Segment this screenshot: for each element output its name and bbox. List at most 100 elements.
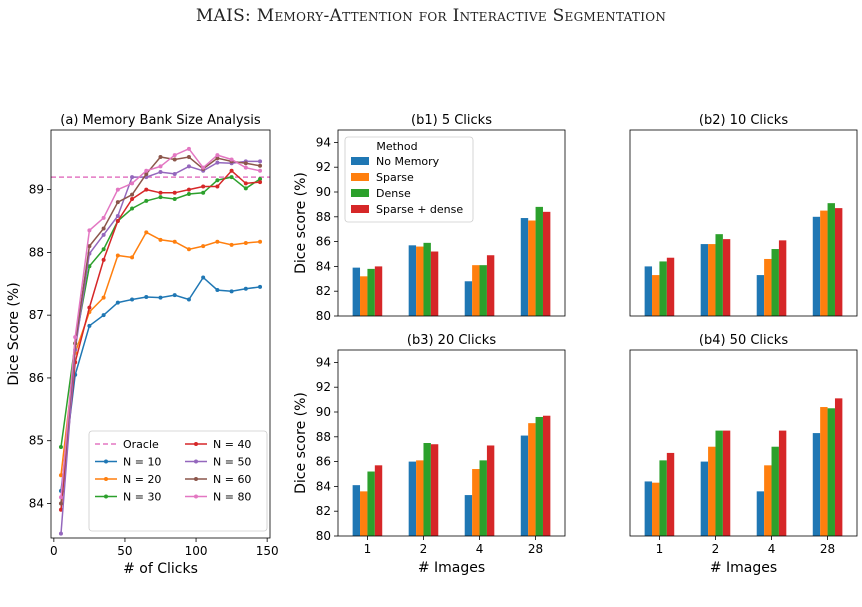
- bar: [827, 203, 835, 316]
- data-point: [229, 242, 234, 247]
- data-point: [87, 228, 92, 233]
- data-point: [215, 239, 220, 244]
- data-point: [101, 295, 106, 300]
- plot-frame: [629, 349, 858, 537]
- data-point: [130, 255, 135, 260]
- data-point: [172, 293, 177, 298]
- bar: [764, 465, 772, 536]
- bar: [479, 460, 487, 536]
- data-point: [101, 215, 106, 220]
- bar: [416, 460, 424, 536]
- data-point: [258, 176, 263, 181]
- bar: [715, 430, 723, 536]
- legend-title: Method: [376, 140, 417, 153]
- data-point: [258, 239, 263, 244]
- bar: [771, 249, 779, 316]
- y-tick-label: 87: [29, 308, 44, 322]
- data-point: [229, 168, 234, 173]
- legend-entry-label: Sparse + dense: [376, 203, 463, 216]
- bar: [360, 276, 368, 316]
- data-point: [172, 239, 177, 244]
- data-point: [215, 160, 220, 165]
- bar: [430, 251, 439, 316]
- legend-swatch-marker: [104, 494, 108, 499]
- x-tick-label: 100: [185, 544, 208, 558]
- data-point: [172, 157, 177, 162]
- legend-entry-label: N = 80: [213, 491, 251, 504]
- x-tick-label: 2: [420, 542, 428, 556]
- data-point: [243, 186, 248, 191]
- bar: [812, 433, 821, 536]
- y-tick-label: 82: [316, 284, 331, 298]
- data-point: [258, 159, 263, 164]
- data-point: [130, 197, 135, 202]
- bar: [820, 407, 828, 536]
- data-point: [186, 187, 191, 192]
- data-point: [144, 187, 149, 192]
- legend-entry-label: N = 20: [123, 473, 161, 486]
- legend-swatch-marker: [194, 459, 198, 464]
- y-axis-label: Dice score (%): [293, 172, 309, 274]
- legend-entry-label: N = 50: [213, 456, 251, 469]
- data-point: [243, 240, 248, 245]
- bar: [535, 206, 543, 316]
- data-point: [115, 200, 120, 205]
- data-point: [215, 153, 220, 158]
- data-point: [229, 289, 234, 294]
- x-tick-label: 0: [50, 544, 58, 558]
- y-tick-label: 88: [29, 245, 44, 259]
- y-tick-label: 86: [316, 235, 331, 249]
- bar: [528, 220, 536, 316]
- bar: [486, 255, 495, 316]
- bar: [464, 281, 473, 316]
- data-point: [186, 247, 191, 252]
- data-point: [215, 288, 220, 293]
- data-point: [58, 531, 63, 536]
- bar: [542, 415, 551, 536]
- data-point: [186, 154, 191, 159]
- bar: [374, 465, 383, 536]
- data-point: [87, 244, 92, 249]
- y-tick-label: 88: [316, 210, 331, 224]
- data-point: [172, 190, 177, 195]
- legend-box: [88, 430, 268, 532]
- bar: [756, 275, 765, 316]
- bar: [708, 446, 716, 536]
- legend: Oracle N = 10 N = 20 N = 30 N = 40 N = 50 N = …: [88, 430, 268, 532]
- bar: [644, 266, 653, 316]
- data-point: [101, 313, 106, 318]
- chart-title: (b3) 20 Clicks: [407, 333, 496, 348]
- bar: [479, 265, 487, 316]
- legend-entry-label: N = 60: [213, 473, 251, 486]
- legend-entry-label: Sparse: [376, 171, 414, 184]
- data-point: [243, 161, 248, 166]
- legend-swatch-marker: [194, 494, 198, 499]
- data-point: [158, 295, 163, 300]
- bar-chart-50-clicks: (b4) 50 Clicks 1 2 4 28 # Images: [629, 333, 858, 576]
- legend-swatch-marker: [194, 442, 198, 446]
- bar-chart-5-clicks: (b1) 5 Clicks 80 82 84 86 88 90 92 94 Dice score …: [293, 113, 566, 323]
- data-point: [258, 284, 263, 289]
- data-point: [258, 168, 263, 173]
- bar: [827, 408, 835, 536]
- data-point: [186, 164, 191, 169]
- chart-title: (b4) 50 Clicks: [699, 333, 788, 348]
- data-point: [144, 168, 149, 173]
- bar: [486, 445, 495, 536]
- data-point: [215, 184, 220, 189]
- data-point: [101, 226, 106, 231]
- bar-chart-20-clicks: (b3) 20 Clicks 1 2 4 28 80 82 84 86 88 90 92 94 Dice …: [293, 333, 566, 576]
- x-axis-label: # Images: [418, 560, 485, 576]
- data-point: [158, 190, 163, 195]
- bar: [472, 265, 480, 316]
- x-tick-label: 1: [656, 542, 664, 556]
- y-tick-label: 82: [316, 504, 331, 518]
- legend-entry-label: Dense: [376, 187, 411, 200]
- data-point: [130, 175, 135, 180]
- data-point: [258, 180, 263, 185]
- bar: [708, 244, 716, 316]
- legend-entry-label: N = 10: [123, 456, 161, 469]
- data-point: [58, 495, 63, 500]
- bar: [352, 267, 361, 316]
